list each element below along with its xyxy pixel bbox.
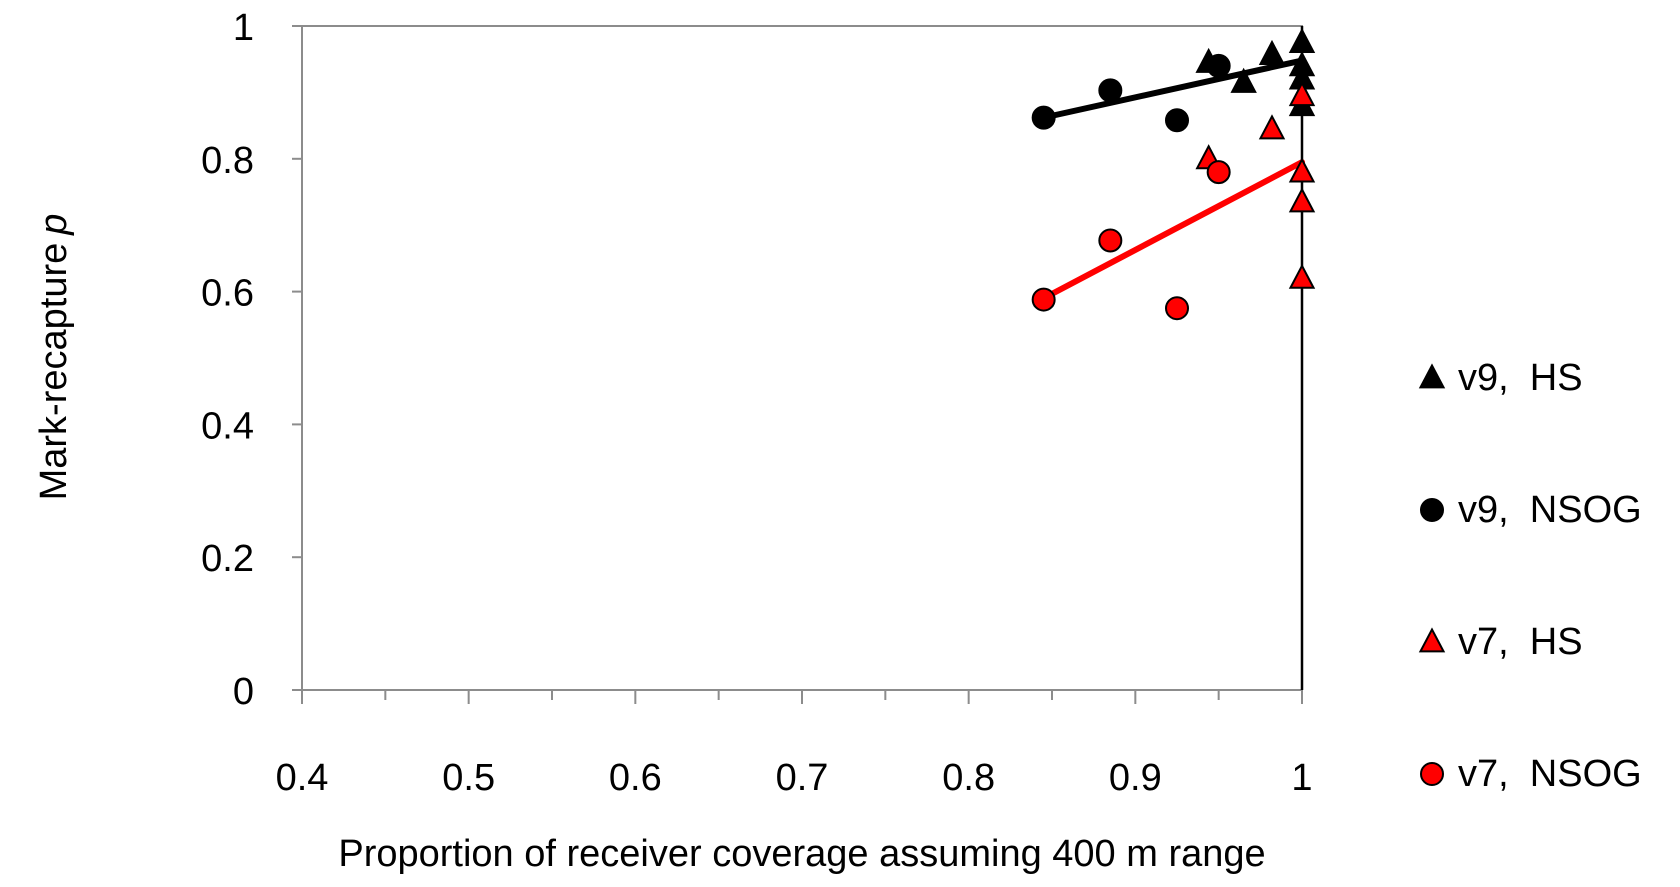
legend-circle-icon	[1420, 762, 1444, 786]
x-tick-label: 0.5	[442, 757, 495, 799]
triangle-marker	[1288, 263, 1316, 289]
x-tick-label: 0.8	[942, 757, 995, 799]
circle-marker	[1098, 78, 1123, 103]
trendline	[1040, 159, 1305, 302]
legend-label: v9, NSOG	[1458, 489, 1642, 531]
triangle-marker	[1258, 39, 1286, 65]
legend-triangle-icon	[1418, 627, 1446, 653]
x-tick-label: 0.4	[276, 757, 329, 799]
circle-marker	[1206, 160, 1231, 185]
trendlines	[1040, 57, 1305, 302]
triangle-marker	[1288, 187, 1316, 213]
legend-label: v7, HS	[1458, 621, 1583, 663]
triangle-marker	[1230, 67, 1257, 93]
y-tick-label: 0.2	[201, 538, 254, 580]
y-tick-label: 1	[233, 7, 254, 49]
x-axis: 0.4 0.5 0.6 0.7 0.8 0.9 1	[276, 690, 1313, 799]
triangle-marker	[1288, 157, 1316, 183]
trendline	[1040, 57, 1305, 121]
legend-triangle-icon	[1418, 363, 1446, 389]
y-tick-label: 0.8	[201, 140, 254, 182]
x-tick-label: 0.9	[1109, 757, 1162, 799]
x-axis-title: Proportion of receiver coverage assuming…	[338, 833, 1265, 875]
x-tick-label: 0.6	[609, 757, 662, 799]
legend-circle-icon	[1420, 498, 1444, 522]
plot-frame	[301, 25, 1303, 691]
y-tick-label: 0.4	[201, 405, 254, 447]
legend-label: v7, NSOG	[1458, 753, 1642, 795]
circle-marker	[1031, 105, 1056, 130]
x-tick-label: 1	[1291, 757, 1312, 799]
circle-marker	[1165, 108, 1189, 133]
legend: v9, HS v9, NSOG v7, HS v7, NSOG	[1418, 357, 1642, 795]
legend-label: v9, HS	[1458, 357, 1583, 399]
circle-marker	[1165, 296, 1189, 321]
y-axis: 0 0.2 0.4 0.6 0.8 1	[201, 7, 302, 713]
y-tick-label: 0	[233, 671, 254, 713]
y-tick-label: 0.6	[201, 273, 254, 315]
circle-marker	[1031, 287, 1056, 312]
circle-marker	[1206, 53, 1231, 78]
plot-area	[301, 25, 1303, 691]
x-tick-label: 0.7	[776, 757, 829, 799]
data-markers	[1031, 27, 1316, 321]
y-axis-title-main: Mark-recapture	[33, 243, 75, 501]
circle-marker	[1098, 228, 1123, 253]
y-axis-title: Mark-recapture p	[33, 214, 75, 501]
triangle-marker	[1288, 81, 1316, 107]
triangle-marker	[1258, 114, 1286, 140]
y-axis-title-italic: p	[33, 214, 75, 236]
